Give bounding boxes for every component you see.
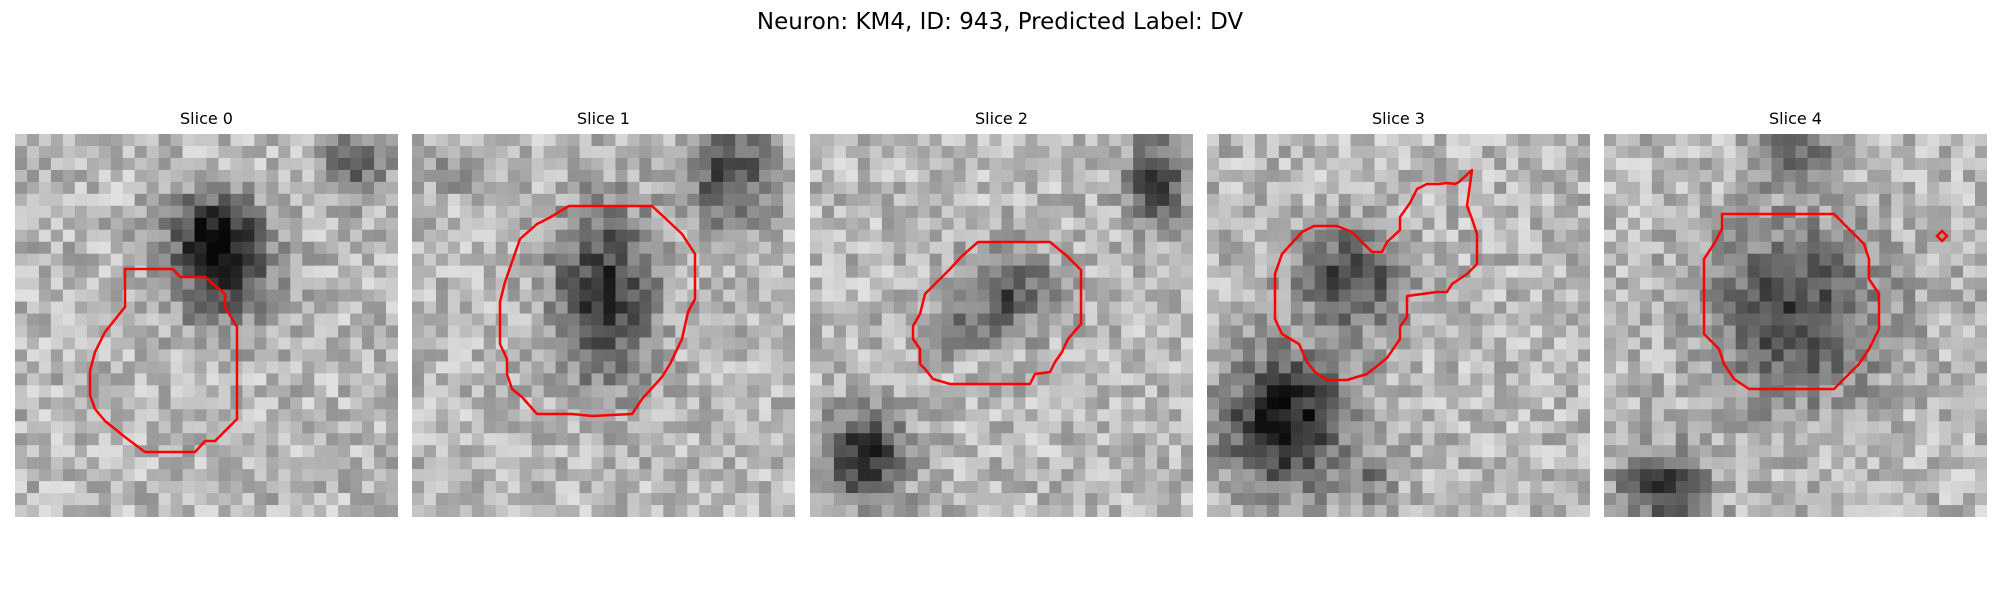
slice-panel-2: Slice 2 [810,108,1193,518]
slice-title: Slice 4 [1769,109,1822,128]
slice-panel-0: Slice 0 [15,108,398,518]
slice-image [1207,134,1590,517]
slice-panel-3: Slice 3 [1207,108,1590,518]
slice-title: Slice 3 [1372,109,1425,128]
pixel-grid [1604,134,1987,517]
slice-title: Slice 1 [577,109,630,128]
small-contour [1935,229,1949,243]
cell-contour [1702,212,1881,391]
slice-title: Slice 0 [180,109,233,128]
cell-contour [911,240,1083,386]
slice-image [1604,134,1987,517]
slice-panel-1: Slice 1 [412,108,795,518]
slice-image [412,134,795,517]
pixel-grid [1207,134,1590,517]
cell-contour [1273,168,1479,382]
pixel-grid [810,134,1193,517]
slice-title: Slice 2 [975,109,1028,128]
slice-panel-4: Slice 4 [1604,108,1987,518]
figure-title: Neuron: KM4, ID: 943, Predicted Label: D… [756,9,1244,35]
cell-contour [88,267,239,454]
pixel-grid [412,134,795,517]
slice-image [15,134,398,517]
pixel-grid [15,134,398,517]
cell-contour [498,204,697,418]
slice-image [810,134,1193,517]
